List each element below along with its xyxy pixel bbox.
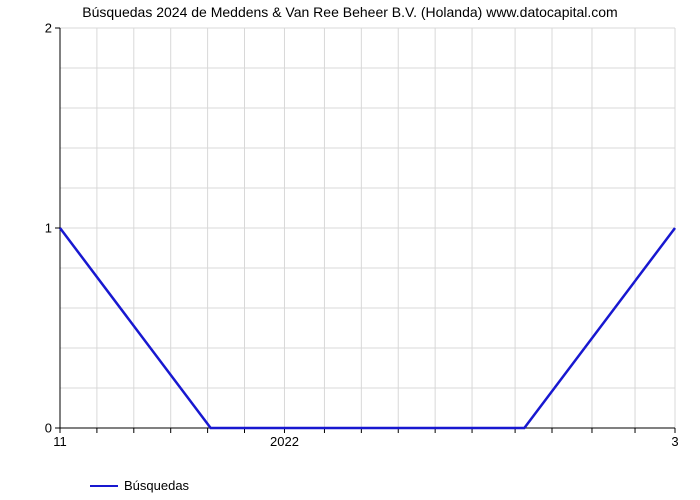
x-tick-label: 2022 <box>270 434 299 449</box>
y-tick-label: 2 <box>38 21 52 36</box>
legend-line-icon <box>90 485 118 487</box>
y-tick-label: 1 <box>38 221 52 236</box>
chart-svg <box>60 28 675 428</box>
chart-title: Búsquedas 2024 de Meddens & Van Ree Behe… <box>0 4 700 20</box>
x-tick-label: 3 <box>671 434 678 449</box>
chart-plot-area <box>60 28 675 428</box>
y-tick-label: 0 <box>38 421 52 436</box>
chart-container: Búsquedas 2024 de Meddens & Van Ree Behe… <box>0 0 700 500</box>
x-tick-label: 11 <box>53 434 67 449</box>
legend-label: Búsquedas <box>124 478 189 493</box>
chart-legend: Búsquedas <box>90 478 189 493</box>
